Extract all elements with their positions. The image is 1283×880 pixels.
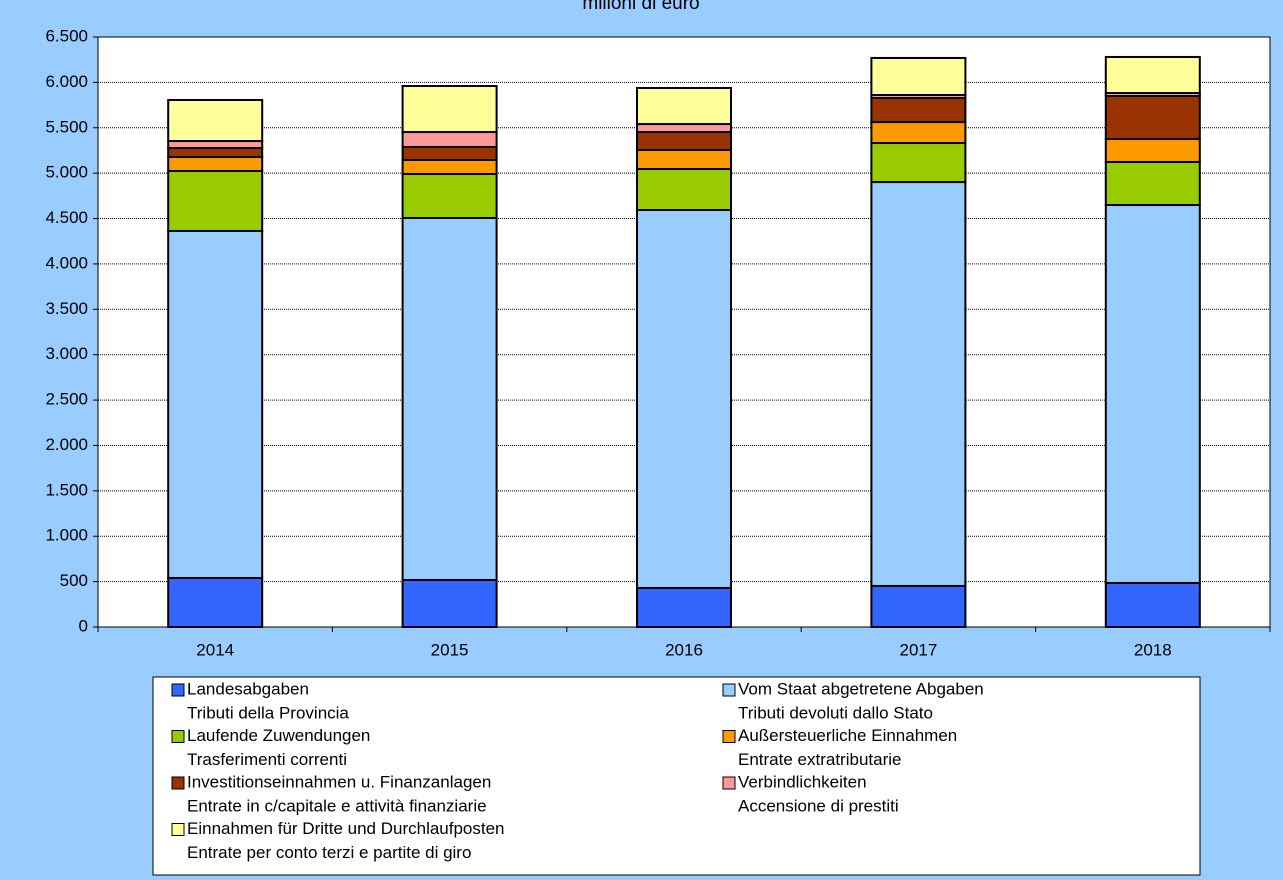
x-tick-label: 2018 xyxy=(1134,640,1172,659)
y-tick-label: 5.000 xyxy=(45,163,88,182)
y-tick-label: 3.500 xyxy=(45,299,88,318)
legend-swatch xyxy=(722,776,736,790)
bar-segment xyxy=(167,147,264,158)
bar-segment xyxy=(1104,160,1201,207)
y-tick-label: 6.000 xyxy=(45,72,88,91)
legend-label-secondary: Entrate in c/capitale e attività finanzi… xyxy=(187,796,487,815)
y-tick-label: 6.500 xyxy=(45,26,88,45)
y-tick-label: 4.500 xyxy=(45,208,88,227)
bar-segment xyxy=(167,229,264,579)
bar-segment xyxy=(167,169,264,232)
y-tick-label: 4.000 xyxy=(45,253,88,272)
legend-swatch xyxy=(171,730,185,743)
legend-label-secondary: Entrate per conto terzi e partite di gir… xyxy=(187,843,471,862)
y-tick-label: 5.500 xyxy=(45,117,88,136)
chart-title: milioni di euro xyxy=(582,0,699,14)
bar-segment xyxy=(1104,55,1201,95)
bar-segment xyxy=(167,576,264,629)
legend-label: Landesabgaben xyxy=(187,679,309,698)
legend-box xyxy=(152,676,1201,876)
bar-segment xyxy=(636,586,732,629)
bar-segment xyxy=(636,123,732,134)
bar-segment xyxy=(636,167,732,212)
legend-label: Außersteuerliche Einnahmen xyxy=(738,726,957,745)
y-tick-label: 3.000 xyxy=(45,344,88,363)
legend-label-secondary: Trasferimenti correnti xyxy=(187,750,347,769)
legend-label: Vom Staat abgetretene Abgaben xyxy=(738,679,984,698)
legend-swatch xyxy=(722,730,736,743)
legend-label-secondary: Accensione di prestiti xyxy=(738,796,899,815)
bar-segment xyxy=(1104,138,1201,163)
legend-label: Verbindlichkeiten xyxy=(738,772,867,791)
bar-segment xyxy=(401,578,498,629)
y-tick-label: 2.500 xyxy=(45,390,88,409)
bar-segment xyxy=(870,96,967,124)
bar-segment xyxy=(1104,581,1201,629)
bar-segment xyxy=(401,216,498,581)
y-tick-label: 500 xyxy=(60,571,88,590)
x-tick-label: 2016 xyxy=(665,640,703,659)
legend-swatch xyxy=(171,776,185,790)
legend-label-secondary: Entrate extratributarie xyxy=(738,750,901,769)
bar-segment xyxy=(1104,95,1201,141)
bar-segment xyxy=(1104,204,1201,584)
bar-segment xyxy=(401,85,498,134)
bar-segment xyxy=(636,149,732,170)
bar-segment xyxy=(870,142,967,184)
y-tick-label: 0 xyxy=(79,616,88,635)
legend-swatch xyxy=(171,823,185,836)
bar-segment xyxy=(870,56,967,97)
bar-segment xyxy=(401,131,498,149)
bar-segment xyxy=(401,146,498,161)
bar-segment xyxy=(636,131,732,152)
legend-label: Investitionseinnahmen u. Finanzanlagen xyxy=(187,772,491,791)
bar-segment xyxy=(870,584,967,628)
legend-label: Einnahmen für Dritte und Durchlaufposten xyxy=(187,819,505,838)
bar-segment xyxy=(401,172,498,219)
bar-segment xyxy=(636,209,732,589)
legend-label-secondary: Tributi della Provincia xyxy=(187,703,349,722)
y-tick-label: 1.000 xyxy=(45,526,88,545)
legend-swatch xyxy=(722,683,736,697)
legend-swatch xyxy=(171,683,185,697)
y-tick-label: 2.000 xyxy=(45,435,88,454)
y-tick-label: 1.500 xyxy=(45,480,88,499)
bar-segment xyxy=(167,98,264,143)
bar-segment xyxy=(870,181,967,587)
bar-segment xyxy=(167,155,264,172)
legend-label: Laufende Zuwendungen xyxy=(187,726,370,745)
bar-segment xyxy=(167,140,264,150)
bar-segment xyxy=(870,121,967,145)
legend-label-secondary: Tributi devoluti dallo Stato xyxy=(738,703,933,722)
bar-segment xyxy=(636,87,732,126)
x-tick-label: 2015 xyxy=(431,640,469,659)
bar-segment xyxy=(401,158,498,175)
x-tick-label: 2017 xyxy=(899,640,937,659)
x-tick-label: 2014 xyxy=(196,640,234,659)
